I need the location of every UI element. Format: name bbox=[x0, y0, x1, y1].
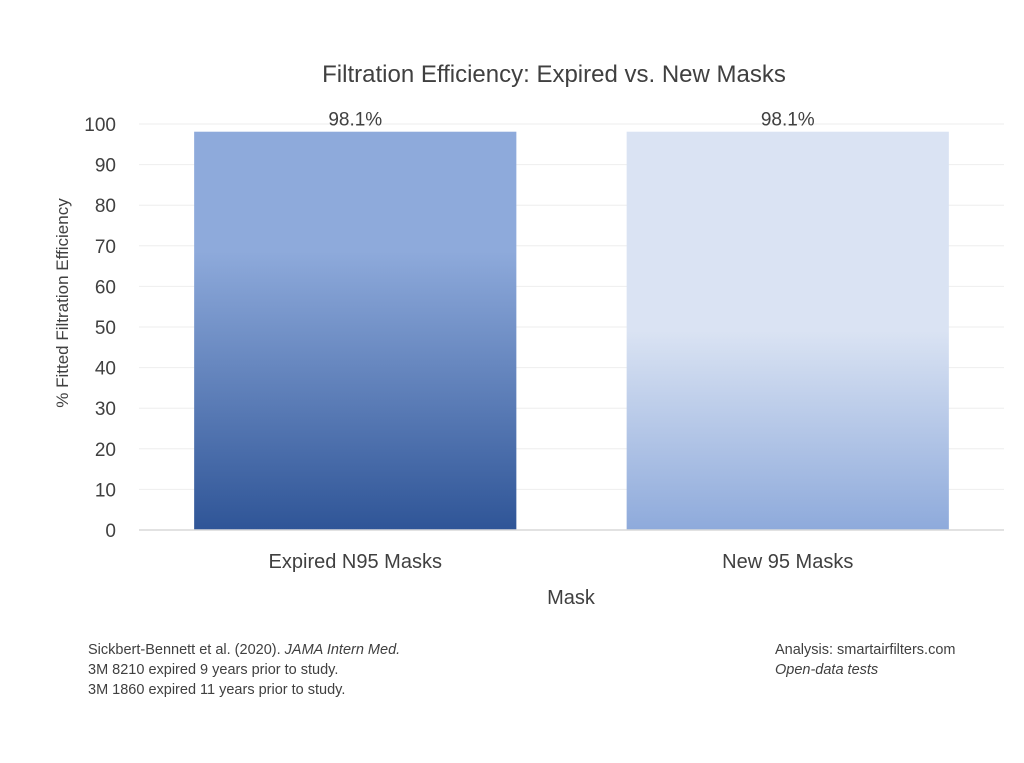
y-tick-label: 0 bbox=[105, 521, 116, 542]
citation-authors: Sickbert-Bennett et al. (2020). bbox=[88, 642, 285, 658]
y-axis-ticks: 0 10 20 30 40 50 60 70 80 90 100 bbox=[84, 115, 116, 542]
footnote-analysis: Analysis: smartairfilters.com Open-data … bbox=[775, 640, 955, 680]
y-tick-label: 10 bbox=[95, 480, 116, 501]
bars bbox=[194, 131, 949, 531]
footnote-source: Sickbert-Bennett et al. (2020). JAMA Int… bbox=[88, 640, 400, 700]
x-category-label: New 95 Masks bbox=[722, 551, 853, 573]
citation-journal: JAMA Intern Med. bbox=[284, 642, 401, 658]
y-tick-label: 100 bbox=[84, 115, 116, 136]
chart-title: Filtration Efficiency: Expired vs. New M… bbox=[322, 61, 786, 88]
analysis-credit: Analysis: smartairfilters.com bbox=[775, 642, 956, 658]
note-1860: 3M 1860 expired 11 years prior to study. bbox=[88, 682, 346, 698]
y-tick-label: 80 bbox=[95, 196, 116, 217]
x-axis-label: Mask bbox=[547, 587, 596, 609]
citation-line: Sickbert-Bennett et al. (2020). JAMA Int… bbox=[88, 640, 400, 660]
y-tick-label: 60 bbox=[95, 277, 116, 298]
data-labels: 98.1% 98.1% bbox=[328, 110, 814, 131]
bar-new bbox=[626, 131, 949, 531]
data-label: 98.1% bbox=[328, 110, 382, 131]
y-tick-label: 50 bbox=[95, 318, 116, 339]
x-category-label: Expired N95 Masks bbox=[269, 551, 442, 573]
x-axis-categories: Expired N95 Masks New 95 Masks bbox=[269, 551, 854, 573]
y-axis-label: % Fitted Filtration Efficiency bbox=[53, 198, 72, 408]
y-tick-label: 70 bbox=[95, 237, 116, 258]
tests-note: Open-data tests bbox=[775, 662, 879, 678]
note-8210: 3M 8210 expired 9 years prior to study. bbox=[88, 662, 339, 678]
y-tick-label: 40 bbox=[95, 359, 116, 380]
y-tick-label: 30 bbox=[95, 399, 116, 420]
data-label: 98.1% bbox=[761, 110, 815, 131]
y-tick-label: 20 bbox=[95, 440, 116, 461]
y-tick-label: 90 bbox=[95, 156, 116, 177]
bar-expired bbox=[194, 131, 517, 531]
